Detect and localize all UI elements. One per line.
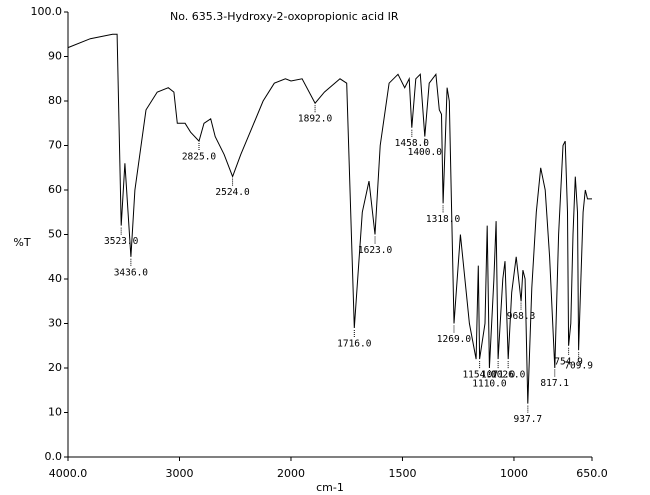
- y-tick-label: 0.0: [45, 450, 63, 463]
- x-tick-label: 4000.0: [49, 467, 88, 480]
- y-tick-label: 80: [48, 94, 62, 107]
- y-tick-label: 50: [48, 228, 62, 241]
- y-tick-label: 70: [48, 139, 62, 152]
- peak-label: 1458.0: [395, 138, 430, 149]
- peak-label: 2524.0: [215, 187, 250, 198]
- peak-label: 968.3: [507, 311, 536, 322]
- x-tick-label: 650.0: [576, 467, 608, 480]
- peak-label: 1154.0: [462, 370, 497, 381]
- y-tick-label: 10: [48, 406, 62, 419]
- x-tick-label: 3000: [165, 467, 193, 480]
- y-tick-label: 100.0: [31, 5, 63, 18]
- peak-label: 817.1: [540, 378, 569, 389]
- y-tick-label: 20: [48, 361, 62, 374]
- peak-label: 709.9: [564, 361, 593, 372]
- y-tick-label: 30: [48, 317, 62, 330]
- peak-label: 1071.0: [481, 370, 516, 381]
- chart-title: No. 635.3-Hydroxy-2-oxopropionic acid IR: [170, 10, 399, 23]
- peak-label: 754.9: [554, 356, 583, 367]
- peak-label: 2825.0: [182, 152, 217, 163]
- peak-label: 1318.0: [426, 214, 461, 225]
- peak-label: 3523.0: [104, 236, 139, 247]
- x-axis-label: cm-1: [316, 481, 344, 494]
- peak-label: 1892.0: [298, 114, 333, 125]
- x-tick-label: 2000: [277, 467, 305, 480]
- peak-label: 937.7: [514, 414, 543, 425]
- x-tick-label: 1500: [388, 467, 416, 480]
- peak-label: 1400.0: [408, 147, 443, 158]
- spectrum-line: [67, 33, 592, 404]
- y-tick-label: 60: [48, 183, 62, 196]
- x-tick-label: 1000: [500, 467, 528, 480]
- peak-label: 1110.0: [472, 379, 507, 390]
- peak-label: 3436.0: [114, 267, 149, 278]
- y-axis-label: %T: [13, 236, 30, 249]
- peak-label: 1026.0: [491, 370, 526, 381]
- peak-label: 1716.0: [337, 338, 372, 349]
- peak-label: 1623.0: [358, 245, 393, 256]
- y-tick-label: 40: [48, 272, 62, 285]
- y-tick-label: 90: [48, 50, 62, 63]
- peak-label: 1269.0: [437, 334, 472, 345]
